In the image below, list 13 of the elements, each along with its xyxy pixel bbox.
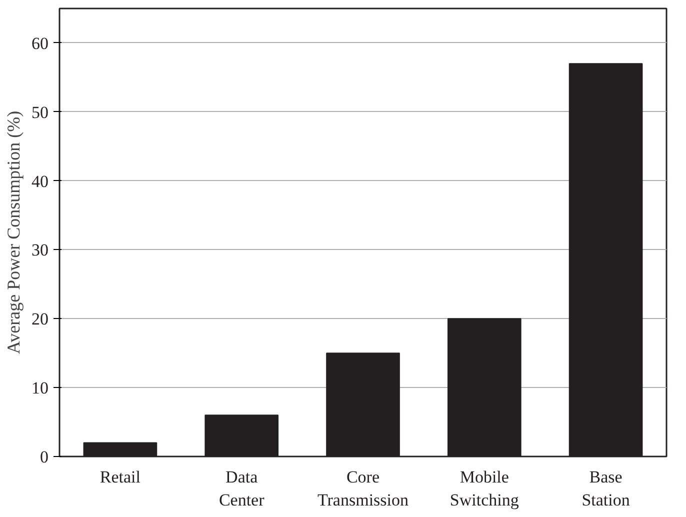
y-tick-label: 10	[32, 378, 48, 398]
y-tick-label: 60	[32, 34, 48, 53]
x-tick-label: Base Station	[582, 468, 630, 510]
x-tick-label: Data Center	[218, 468, 265, 510]
x-tick-label: Mobile Switching	[450, 468, 520, 510]
y-tick-label: 30	[32, 240, 48, 260]
x-tick-label: Retail	[100, 468, 141, 486]
y-tick-label: 40	[32, 172, 48, 191]
y-tick-label: 20	[32, 310, 48, 329]
y-axis-title: Average Power Consumption (%)	[4, 110, 24, 354]
y-tick-label: 50	[32, 102, 48, 122]
y-tick-label: 0	[40, 448, 48, 466]
x-tick-label: Core Transmission	[317, 468, 410, 510]
